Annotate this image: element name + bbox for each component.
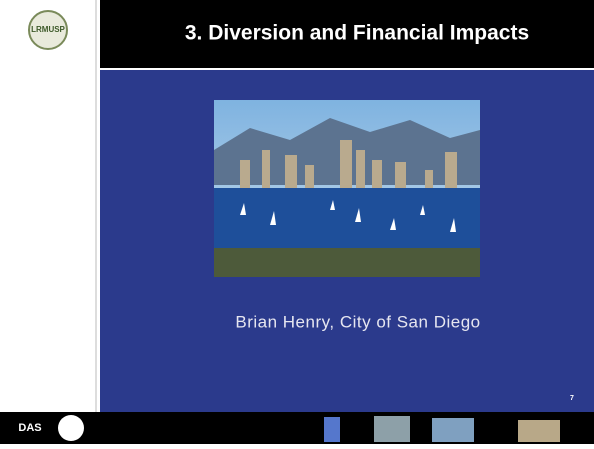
footer-logo: DAS	[18, 422, 41, 434]
page: LRMUSP 3. Diversion and Financial Impact…	[0, 0, 594, 444]
footer-bar	[0, 412, 594, 444]
logo-text: LRMUSP	[31, 25, 65, 34]
presenter: Brian Henry, City of San Diego	[235, 312, 480, 331]
photo-shore	[214, 248, 480, 277]
slide-title: 3. Diversion and Financial Impacts	[185, 22, 529, 45]
photo-water	[214, 188, 480, 248]
thumbnail	[324, 417, 340, 442]
slide: LRMUSP 3. Diversion and Financial Impact…	[0, 0, 594, 444]
logo: LRMUSP	[29, 11, 67, 49]
page-number: 7	[570, 395, 574, 402]
thumbnail	[432, 418, 474, 442]
thumbnail	[518, 420, 560, 442]
footer-emblem	[58, 415, 84, 441]
city-photo	[214, 100, 480, 277]
thumbnail	[374, 416, 410, 442]
